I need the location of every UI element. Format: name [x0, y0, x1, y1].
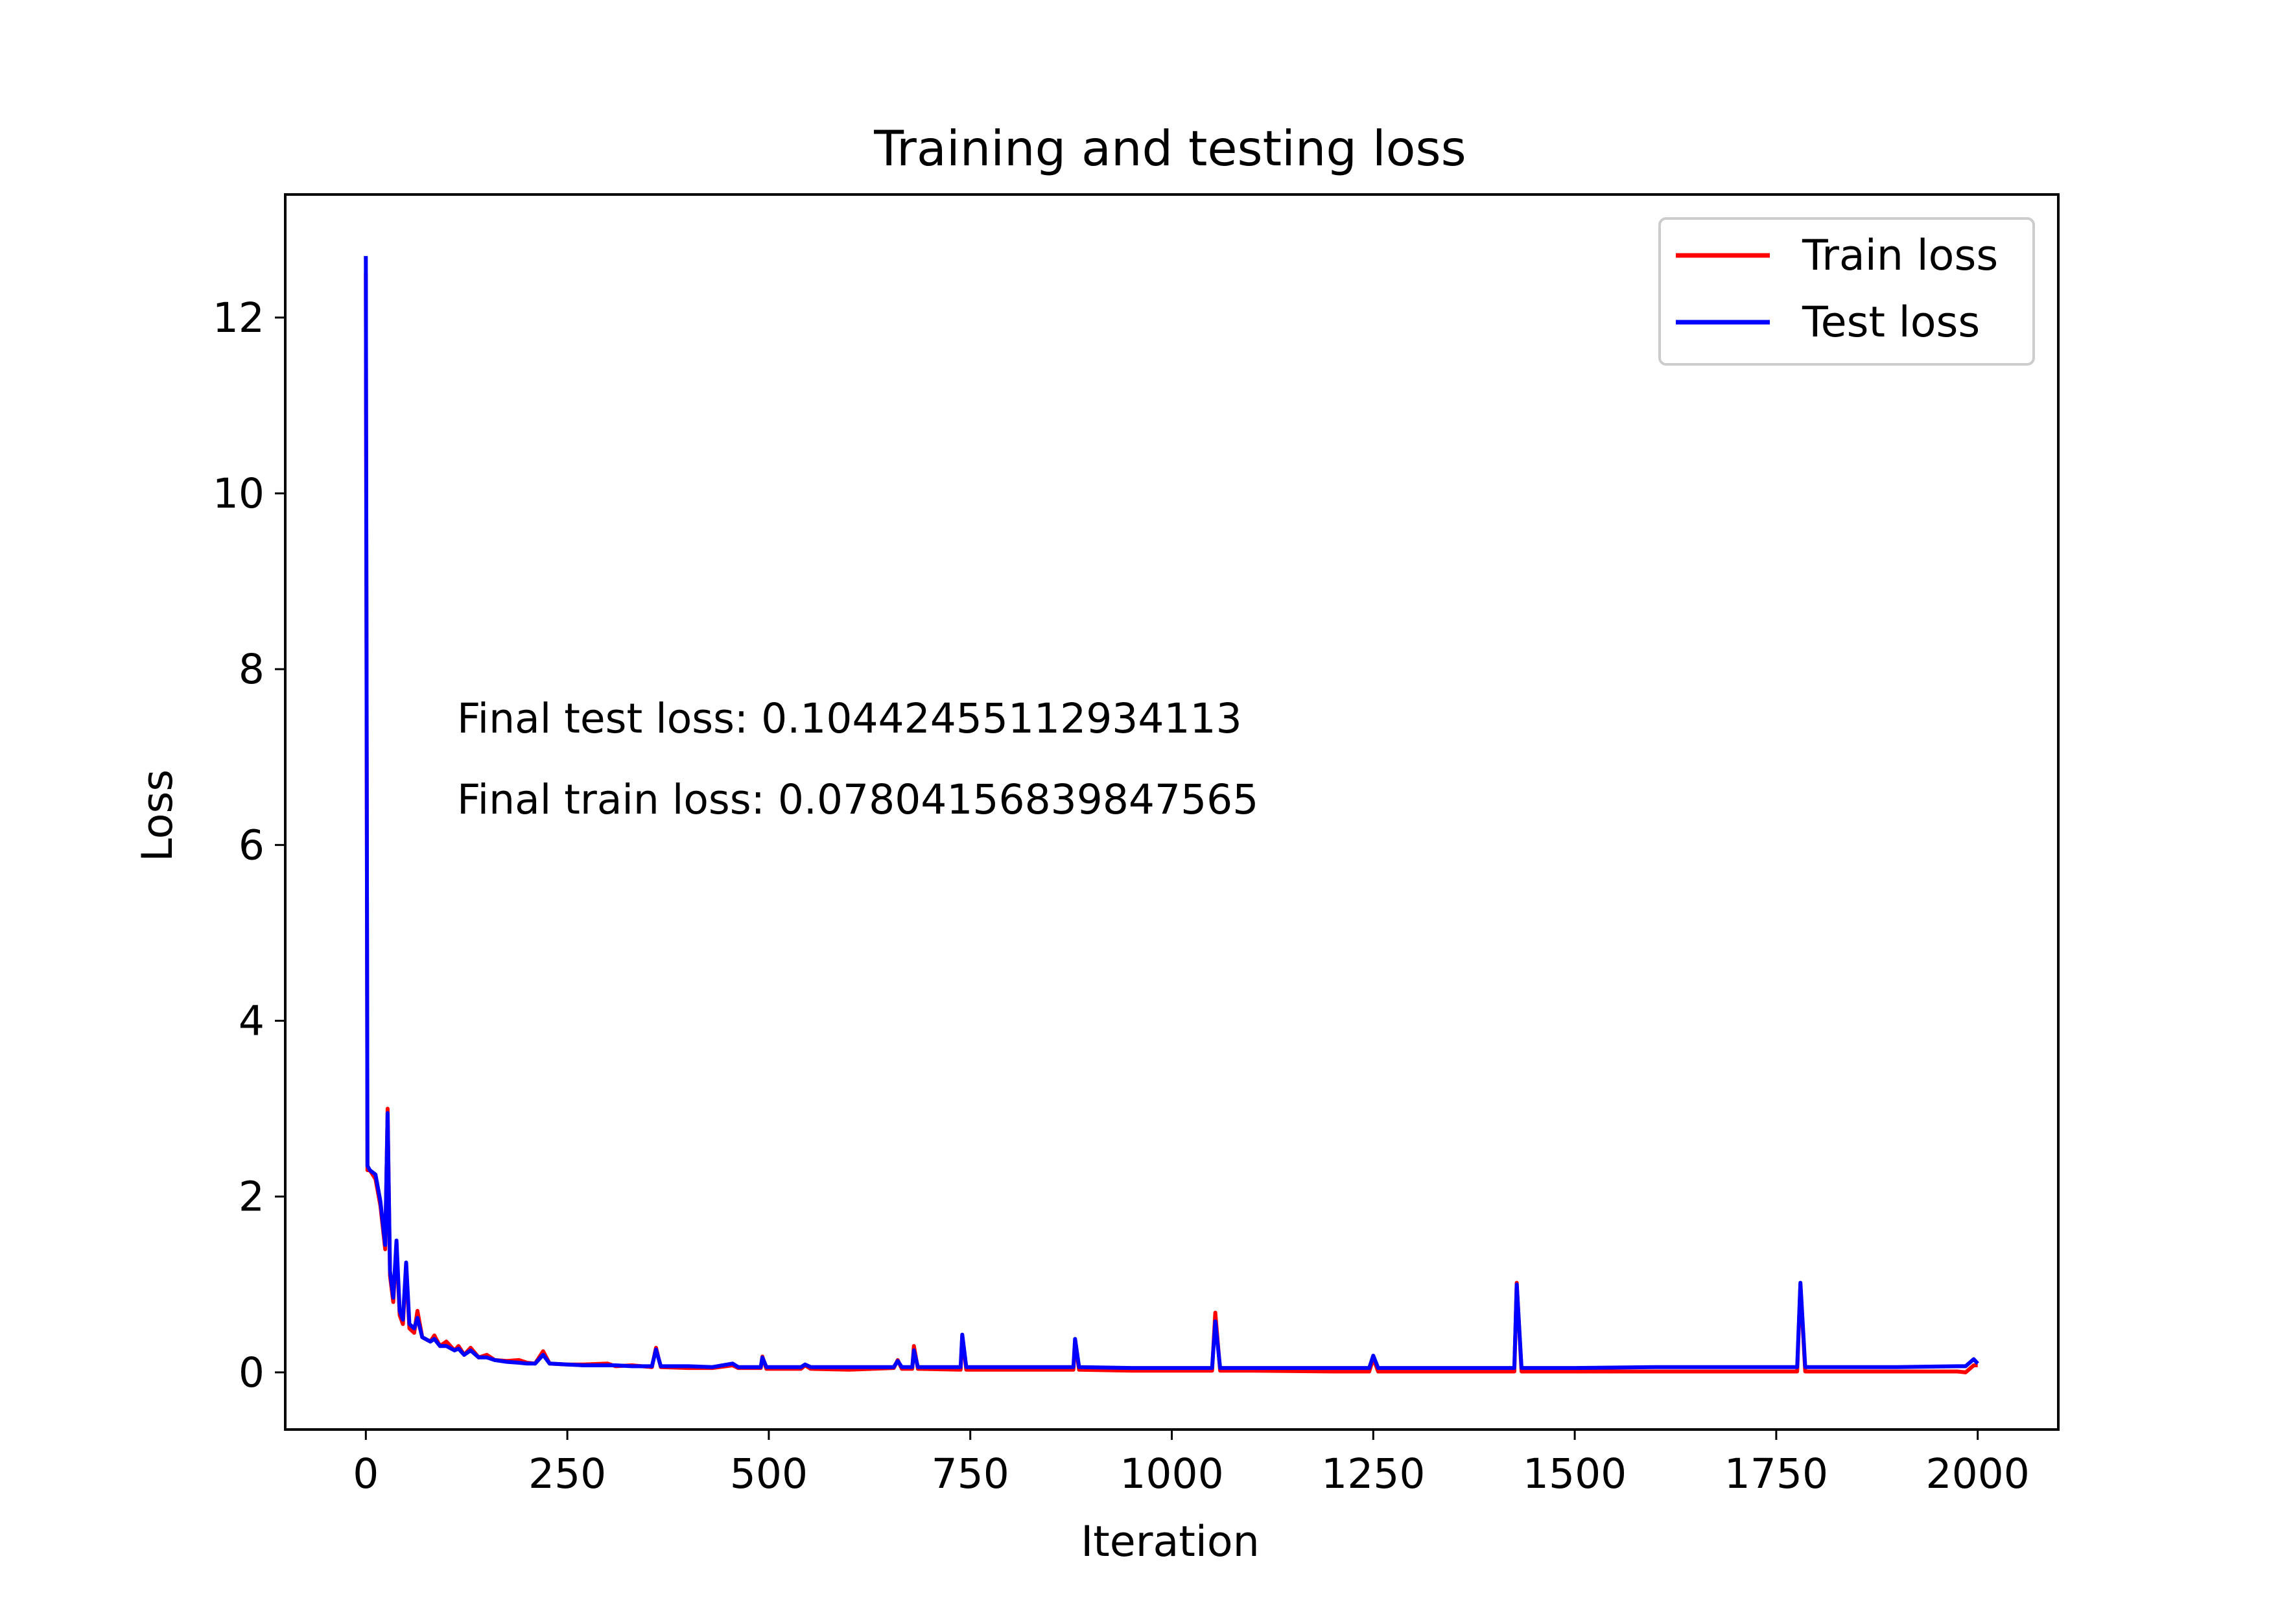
- x-tick-label: 1250: [1321, 1450, 1425, 1498]
- annotation-final-test-loss: Final test loss: 0.10442455112934113: [457, 695, 1242, 742]
- y-tick-label: 10: [213, 470, 265, 517]
- y-axis-ticks: 0 2 4 6 8 10 12: [213, 294, 285, 1396]
- annotation-final-train-loss: Final train loss: 0.07804156839847565: [457, 776, 1258, 823]
- x-axis-label: Iteration: [1081, 1518, 1260, 1566]
- series-line-test-loss: [364, 255, 1979, 1371]
- x-axis-ticks: 0 250 500 750 1000 1250 1500 1750 2000: [353, 1430, 2030, 1498]
- y-tick-label: 0: [239, 1349, 265, 1396]
- x-tick-label: 1750: [1724, 1450, 1828, 1498]
- x-tick-label: 500: [730, 1450, 808, 1498]
- y-tick-label: 8: [239, 646, 265, 693]
- x-tick-label: 1000: [1120, 1450, 1223, 1498]
- y-tick-label: 6: [239, 821, 265, 869]
- legend-label-test-loss: Test loss: [1802, 298, 1980, 347]
- x-tick-label: 1500: [1523, 1450, 1627, 1498]
- chart-title: Training and testing loss: [873, 120, 1466, 177]
- legend-label-train-loss: Train loss: [1802, 231, 1998, 280]
- y-tick-label: 4: [239, 998, 265, 1045]
- x-tick-label: 250: [528, 1450, 606, 1498]
- legend: Train loss Test loss: [1658, 217, 2035, 366]
- y-axis-label: Loss: [134, 770, 182, 862]
- y-tick-label: 12: [213, 294, 265, 342]
- x-tick-label: 750: [932, 1450, 1009, 1498]
- y-tick-label: 2: [239, 1173, 265, 1221]
- x-tick-label: 2000: [1926, 1450, 2030, 1498]
- series-layer: [364, 255, 1979, 1374]
- x-tick-label: 0: [353, 1450, 379, 1498]
